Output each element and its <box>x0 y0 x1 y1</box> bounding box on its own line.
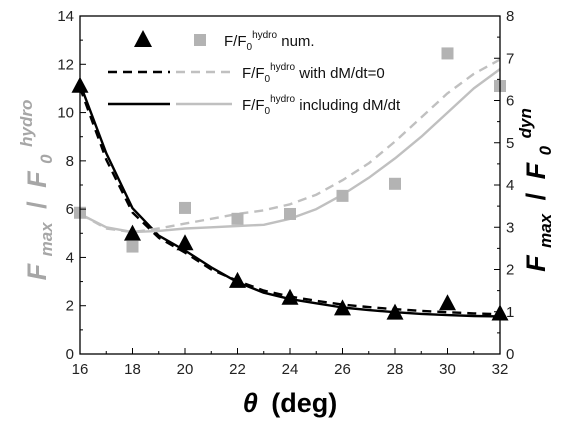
y-left-tick-label: 2 <box>66 298 74 315</box>
x-tick-label: 20 <box>177 361 194 378</box>
y-left-sub: max <box>37 221 56 257</box>
square-marker <box>179 201 191 214</box>
x-axis-title: θ (deg) <box>243 388 338 418</box>
square-marker <box>231 212 244 225</box>
y-left-tick-label: 0 <box>66 346 74 363</box>
square-marker <box>441 47 454 60</box>
triangle-marker <box>439 294 456 311</box>
y-right-sep: / <box>521 192 551 200</box>
y-left-tick-label: 14 <box>57 8 74 25</box>
y-left-tick-label: 8 <box>66 153 74 170</box>
y-right-tick-label: 0 <box>506 346 514 363</box>
y-left-tick-label: 12 <box>57 56 74 73</box>
y-left-sub2: 0 <box>37 154 56 164</box>
y-right-tick-label: 2 <box>506 262 514 279</box>
legend-square-symbol <box>194 34 206 46</box>
triangle-marker <box>229 271 246 288</box>
x-tick-label: 24 <box>282 361 299 378</box>
y-right-tick-label: 7 <box>506 50 514 67</box>
legend-label: F/F0hydro num. <box>224 30 315 53</box>
x-tick-label: 16 <box>72 361 89 378</box>
y-right-main: F <box>521 254 551 272</box>
y-left-main: F <box>22 262 52 280</box>
triangle-marker <box>386 303 404 320</box>
x-tick-label: 26 <box>334 361 351 378</box>
gray-dashed-curve <box>79 58 501 234</box>
triangle-marker <box>281 288 299 305</box>
y-axis-left-title: F max / F 0 hydro <box>17 100 58 281</box>
x-tick-label: 18 <box>124 361 141 378</box>
legend: F/F0hydro num. F/F0hydro with dM/dt=0 F/F0… <box>108 30 401 117</box>
y-left-tick-label: 10 <box>57 105 74 122</box>
y-right-tick-label: 5 <box>506 135 514 152</box>
legend-label: F/F0hydro including dM/dt <box>242 94 401 117</box>
x-tick-label: 28 <box>387 361 404 378</box>
square-marker <box>284 207 296 220</box>
y-left-main2: F <box>22 170 52 188</box>
triangle-marker <box>124 224 141 241</box>
y-left-tick-label: 6 <box>66 201 74 218</box>
legend-triangle-symbol <box>134 30 152 47</box>
x-tick-label: 30 <box>439 361 456 378</box>
y-axis-right-title: F max / F 0 dyn <box>516 108 557 272</box>
plot-markers <box>71 47 509 321</box>
y-right-tick-label: 8 <box>506 8 514 25</box>
y-left-sep: / <box>22 201 52 209</box>
y-left-tick-label: 4 <box>66 249 74 266</box>
y-right-sup2: dyn <box>516 108 535 138</box>
x-axis-unit: (deg) <box>271 388 337 418</box>
triangle-marker <box>334 299 351 316</box>
y-right-main2: F <box>521 161 551 179</box>
y-right-tick-label: 4 <box>506 177 514 194</box>
y-right-sub: max <box>536 212 555 248</box>
y-right-tick-label: 3 <box>506 219 514 236</box>
y-left-sup2: hydro <box>17 100 36 147</box>
square-marker <box>389 177 401 190</box>
x-tick-label: 32 <box>492 361 509 378</box>
triangle-marker <box>176 234 194 251</box>
y-right-sub2: 0 <box>536 145 555 155</box>
legend-label: F/F0hydro with dM/dt=0 <box>242 62 385 85</box>
square-marker <box>126 240 139 253</box>
x-axis-symbol: θ <box>243 388 258 418</box>
y-right-tick-label: 6 <box>506 93 514 110</box>
square-marker <box>336 189 349 202</box>
x-tick-label: 22 <box>229 361 246 378</box>
y-right-tick-label: 1 <box>506 304 514 321</box>
